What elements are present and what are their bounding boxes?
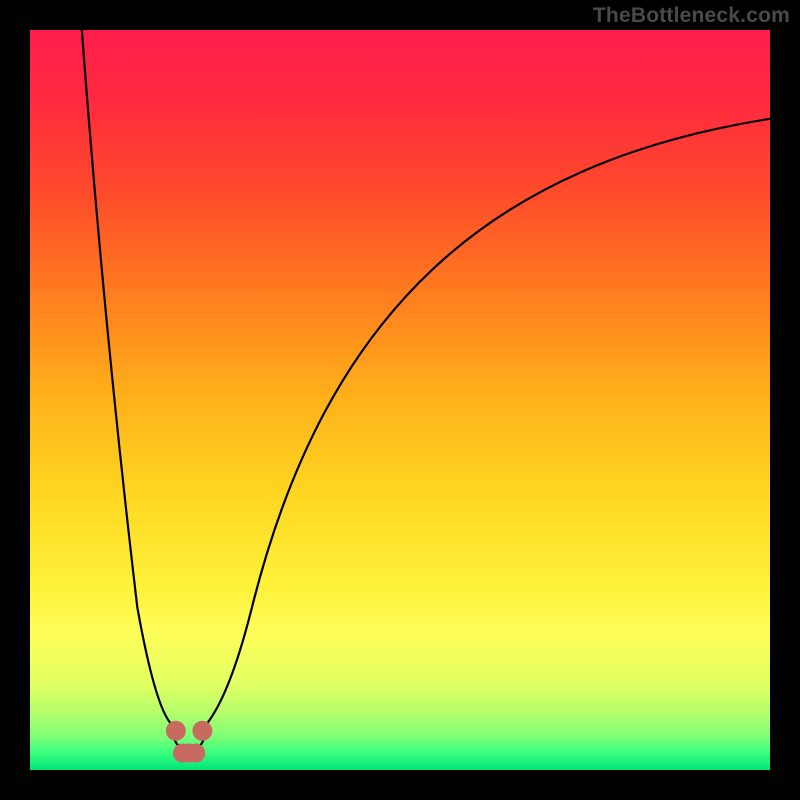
watermark-text: TheBottleneck.com (593, 4, 790, 28)
chart-stage: TheBottleneck.com (0, 0, 800, 800)
minimum-marker (192, 721, 212, 741)
minimum-marker (166, 721, 186, 741)
plot-background (30, 30, 770, 770)
minimum-marker-base (182, 743, 195, 762)
bottleneck-curve-chart (0, 0, 800, 800)
